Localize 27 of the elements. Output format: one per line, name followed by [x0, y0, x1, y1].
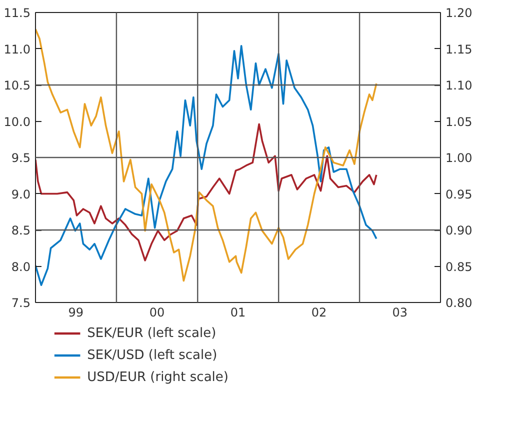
x-tick-label: 01 — [230, 306, 246, 320]
y-tick-label: 8.0 — [11, 260, 31, 274]
x-tick-label: 03 — [392, 306, 408, 320]
y2-tick-label: 0.85 — [446, 260, 472, 274]
legend-label: SEK/EUR (left scale) — [87, 326, 216, 341]
y-tick-label: 10.0 — [4, 114, 30, 129]
y2-tick-label: 1.15 — [446, 42, 472, 56]
x-tick-label: 99 — [68, 306, 84, 320]
x-tick-label: 00 — [149, 306, 165, 320]
y-tick-label: 9.5 — [11, 151, 31, 165]
y2-tick-label: 1.20 — [446, 6, 472, 20]
y-tick-label: 8.5 — [11, 224, 31, 238]
y2-tick-label: 0.95 — [446, 187, 472, 202]
y-tick-label: 11.0 — [4, 42, 30, 56]
y2-tick-label: 0.80 — [446, 296, 472, 310]
line-series — [36, 123, 378, 262]
x-tick-label: 02 — [311, 306, 327, 320]
y-tick-label: 11.5 — [4, 6, 30, 20]
y-tick-label: 7.5 — [11, 296, 31, 310]
y2-tick-label: 1.10 — [446, 78, 472, 92]
legend-label: USD/EUR (right scale) — [87, 370, 228, 385]
legend-label: SEK/USD (left scale) — [87, 348, 218, 363]
y2-tick-label: 1.00 — [446, 151, 472, 165]
y-tick-label: 10.5 — [4, 78, 30, 92]
y2-tick-label: 0.90 — [446, 224, 472, 238]
y-tick-label: 9.0 — [11, 187, 31, 202]
y2-tick-label: 1.05 — [446, 114, 472, 129]
